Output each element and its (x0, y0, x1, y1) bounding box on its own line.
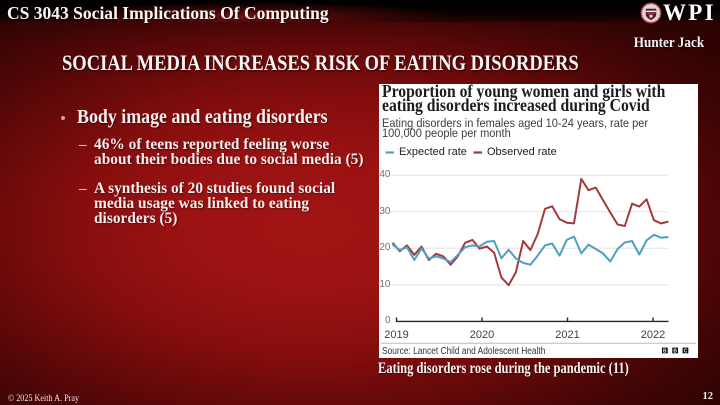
svg-text:B: B (663, 348, 667, 354)
svg-text:B: B (673, 348, 677, 354)
svg-text:C: C (684, 348, 688, 354)
